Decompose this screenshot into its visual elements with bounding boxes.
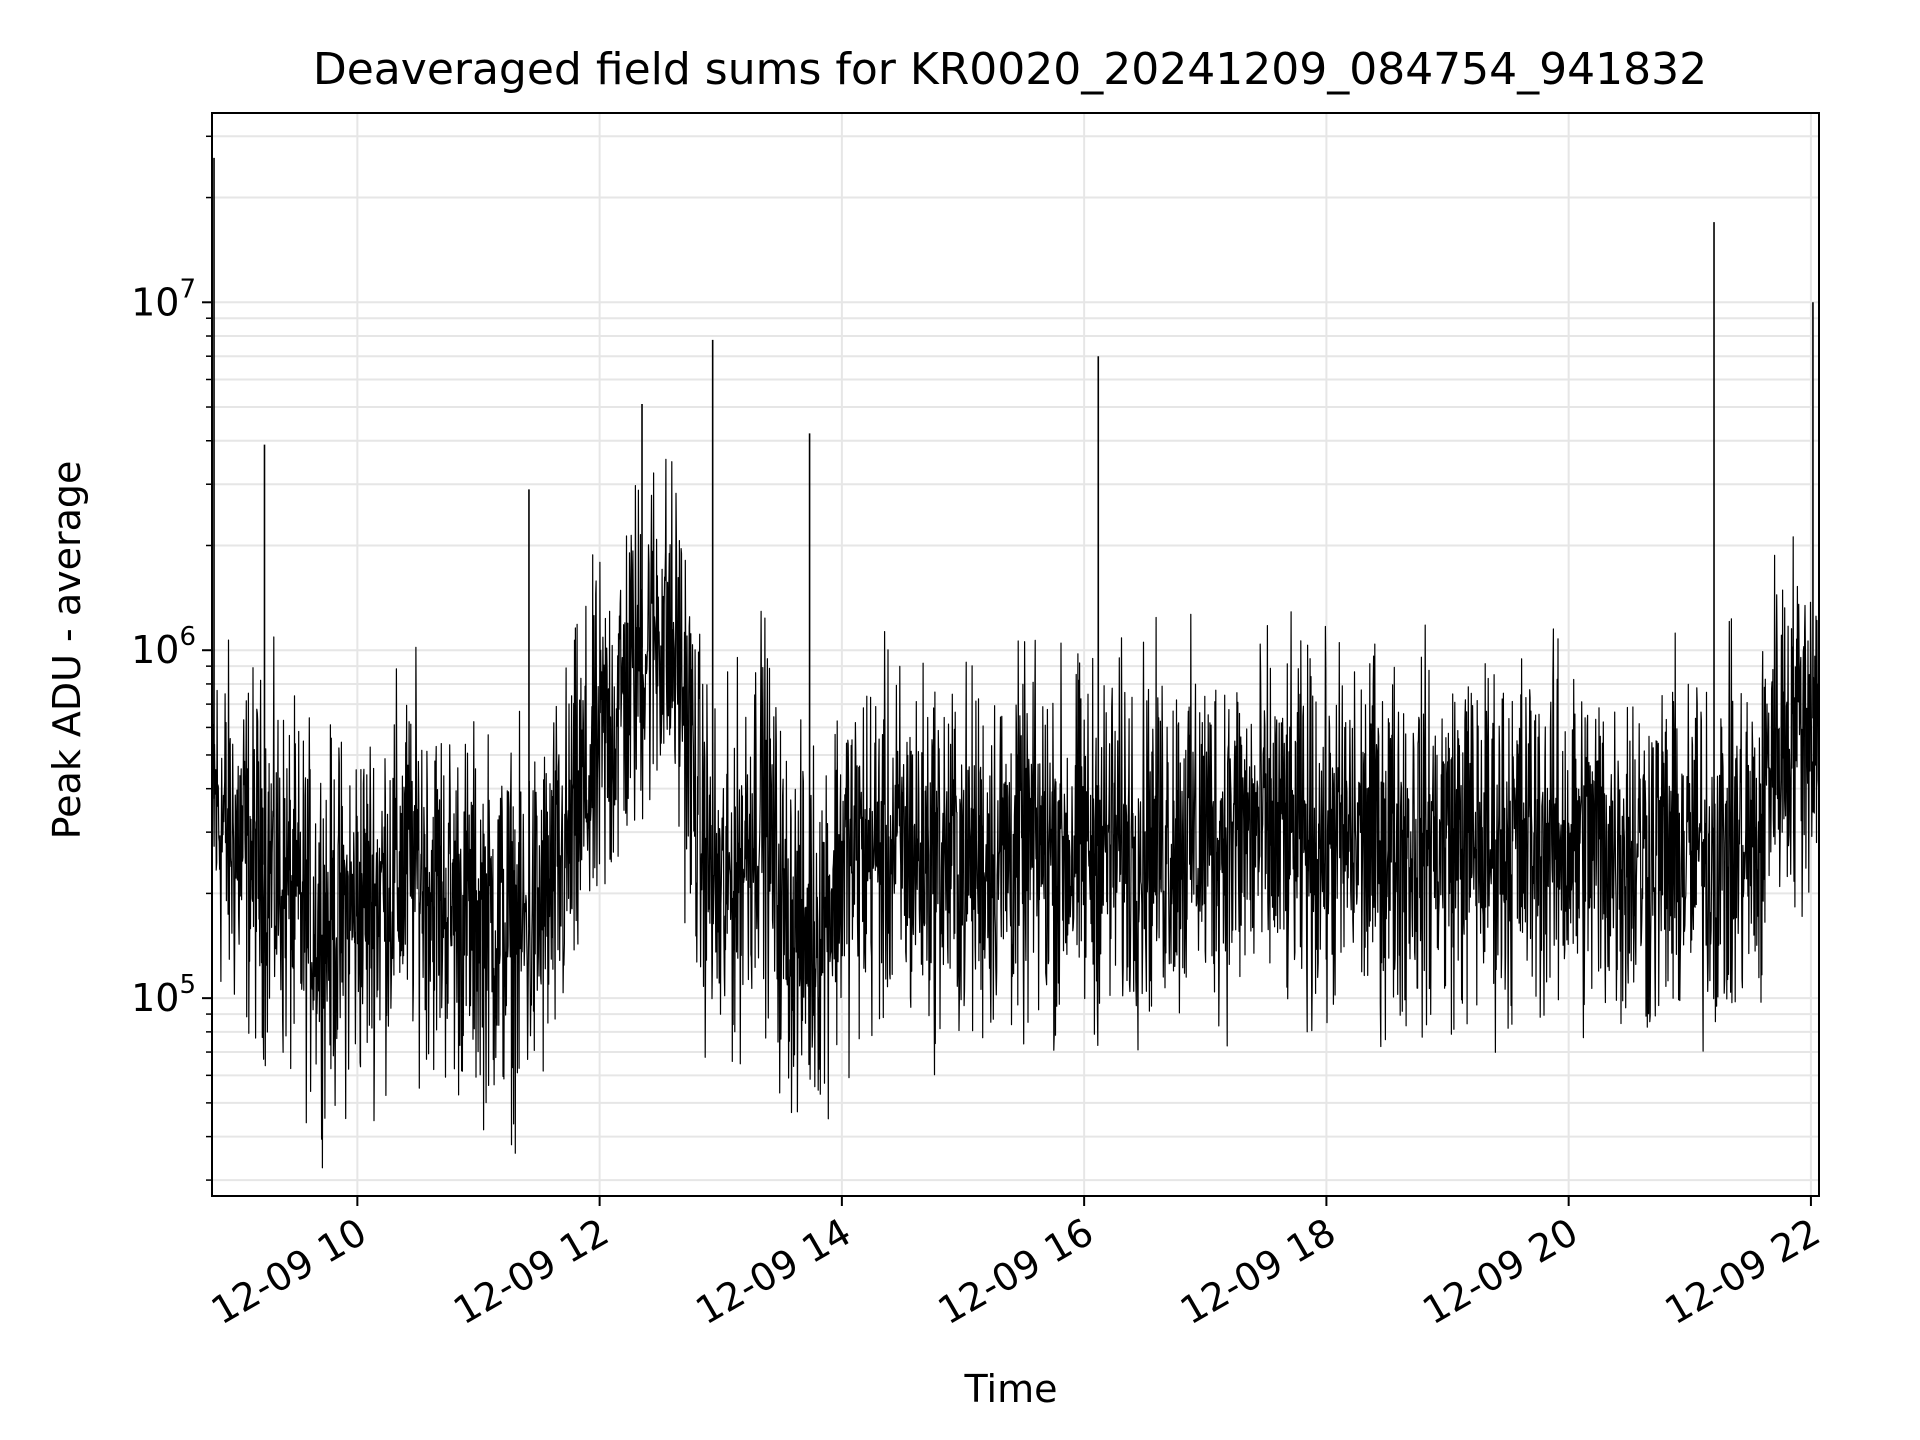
y-tick-label: 105 [131, 970, 196, 1020]
chart-title: Deaveraged field sums for KR0020_2024120… [313, 44, 1707, 95]
plot-frame [211, 112, 1820, 1197]
x-axis-label: Time [964, 1367, 1058, 1411]
plot-area [211, 112, 1820, 1197]
y-axis-label: Peak ADU - average [45, 461, 89, 840]
data-series [211, 157, 1820, 1169]
y-tick-label: 107 [131, 274, 196, 324]
y-axis: 105 106 107 [131, 135, 212, 1181]
y-tick-label: 106 [131, 622, 196, 672]
series-line [211, 458, 1820, 1169]
